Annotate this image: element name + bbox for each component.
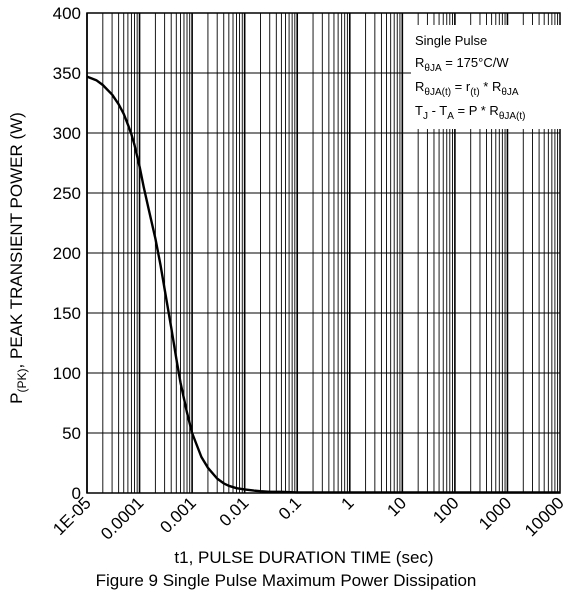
annotation-line-3: RθJA(t) = r(t) * RθJA <box>415 79 519 98</box>
annotation-line-2: RθJA = 175°C/W <box>415 55 509 74</box>
y-tick-label: 100 <box>53 364 81 383</box>
annotation-line-1: Single Pulse <box>415 33 487 48</box>
y-tick-labels: 0 50 100 150 200 250 300 350 400 <box>53 4 81 503</box>
series-line <box>86 75 560 494</box>
figure-caption: Figure 9 Single Pulse Maximum Power Diss… <box>95 571 477 590</box>
x-tick-label: 0.001 <box>156 493 200 537</box>
y-tick-label: 200 <box>53 244 81 263</box>
y-tick-label: 150 <box>53 304 81 323</box>
y-tick-label: 400 <box>53 4 81 23</box>
x-tick-label: 0.0001 <box>97 493 147 543</box>
y-axis-title: P(PK), PEAK TRANSIENT POWER (W) <box>7 112 29 404</box>
x-tick-label: 10 <box>383 493 410 520</box>
x-tick-label: 1 <box>337 493 357 513</box>
y-tick-label: 250 <box>53 184 81 203</box>
x-axis-title: t1, PULSE DURATION TIME (sec) <box>174 548 433 567</box>
annotation-box <box>411 25 561 129</box>
x-tick-label: 0.1 <box>275 493 305 523</box>
y-tick-label: 350 <box>53 64 81 83</box>
y-tick-label: 0 <box>72 484 81 503</box>
annotation-line-4: TJ - TA = P * RθJA(t) <box>415 103 526 122</box>
y-tick-label: 300 <box>53 124 81 143</box>
x-tick-label: 100 <box>429 493 462 526</box>
x-tick-labels: 1E-05 0.0001 0.001 0.01 0.1 1 10 100 1000 10000 <box>49 493 568 543</box>
y-tick-label: 50 <box>62 424 81 443</box>
x-tick-label: 10000 <box>521 493 568 540</box>
x-tick-label: 0.01 <box>216 493 253 530</box>
curve-layer <box>86 75 560 494</box>
x-tick-label: 1000 <box>475 493 515 533</box>
